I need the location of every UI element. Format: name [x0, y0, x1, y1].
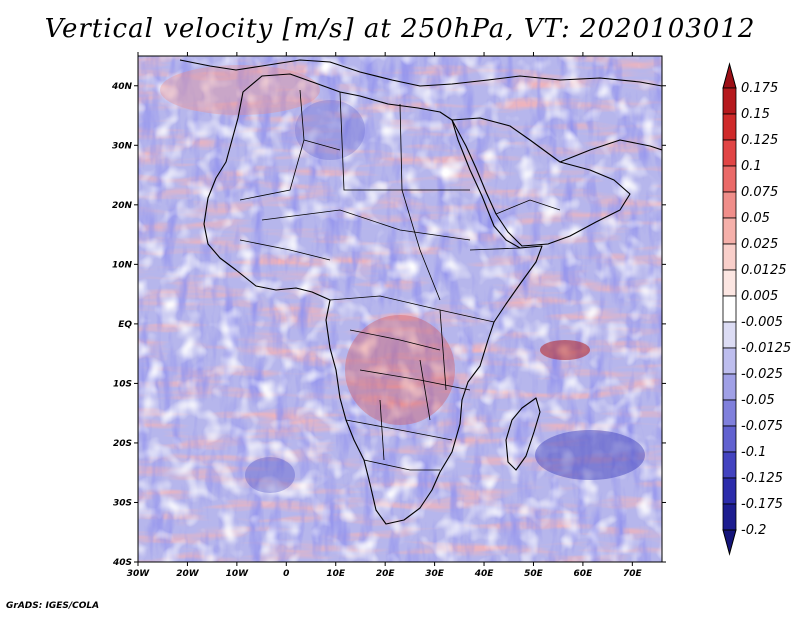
lon-tick-label: 50E	[524, 569, 544, 579]
colorbar-label: -0.005	[741, 315, 783, 330]
africa-coastline	[203, 73, 543, 525]
lat-tick-label: 10S	[113, 379, 132, 389]
lat-tick-label: 20S	[113, 439, 132, 449]
colorbar-label: -0.1	[741, 445, 766, 460]
lat-tick-label: 30N	[112, 141, 133, 151]
lon-tick-label: 60E	[574, 569, 594, 579]
colorbar-swatch	[722, 217, 737, 245]
lat-tick-label: 30S	[113, 498, 132, 508]
colorbar-swatch	[722, 139, 737, 167]
lon-tick-label: 20E	[376, 569, 396, 579]
colorbar-swatch	[722, 165, 737, 193]
colorbar-label: 0.125	[741, 133, 778, 148]
colorbar-label: 0.0125	[741, 263, 787, 278]
colorbar-label: 0.025	[741, 237, 778, 252]
colorbar-label: 0.1	[741, 159, 762, 174]
lon-tick-label: 20W	[176, 569, 200, 579]
colorbar-label: 0.05	[741, 211, 770, 226]
colorbar-label: -0.0125	[741, 341, 791, 356]
colorbar-label: 0.075	[741, 185, 778, 200]
colorbar-label: -0.175	[741, 497, 783, 512]
europe-coastline	[179, 59, 662, 87]
colorbar-label: -0.075	[741, 419, 783, 434]
colorbar-swatch	[722, 477, 737, 505]
persia-coastline	[559, 139, 662, 163]
colorbar-label: 0.005	[741, 289, 778, 304]
colorbar-swatch	[722, 373, 737, 401]
map-frame	[137, 55, 663, 563]
colorbar-label: 0.175	[741, 81, 778, 96]
colorbar-swatch	[722, 425, 737, 453]
colorbar-swatch	[722, 451, 737, 479]
colorbar: 0.175 0.15 0.125 0.1 0.075 0.05 0.025 0.0125 0.0…	[722, 62, 791, 556]
colorbar-label: -0.2	[741, 523, 766, 538]
colorbar-swatch	[722, 113, 737, 141]
lat-tick-label: 40S	[112, 558, 132, 568]
colorbar-swatch	[722, 347, 737, 375]
lat-tick-label: 10N	[112, 260, 133, 270]
colorbar-label: 0.15	[741, 107, 770, 122]
colorbar-swatch	[722, 399, 737, 427]
colorbar-swatch	[722, 191, 737, 219]
colorbar-swatch	[722, 243, 737, 271]
grads-credit: GrADS: IGES/COLA	[6, 601, 100, 611]
vertical-velocity-field	[138, 56, 662, 562]
lon-tick-label: 40E	[474, 569, 495, 579]
lon-tick-label: 0	[283, 569, 289, 579]
colorbar-top-arrow	[722, 62, 737, 89]
colorbar-swatch	[722, 87, 737, 115]
coastlines	[179, 59, 662, 525]
chart-title: Vertical velocity [m/s] at 250hPa, VT: 2…	[44, 14, 756, 44]
lon-tick-label: 10W	[226, 569, 250, 579]
lon-tick-label: 70E	[623, 569, 643, 579]
lon-tick-label: 30W	[127, 569, 151, 579]
colorbar-swatch	[722, 295, 737, 323]
arabia-coastline	[451, 117, 631, 247]
colorbar-label: -0.025	[741, 367, 783, 382]
colorbar-swatch	[722, 503, 737, 531]
colorbar-label: -0.125	[741, 471, 783, 486]
lat-tick-label: EQ	[118, 320, 132, 330]
lat-tick-label: 20N	[112, 201, 133, 211]
colorbar-swatch	[722, 269, 737, 297]
lat-tick-label: 40N	[111, 82, 133, 92]
colorbar-bottom-arrow	[722, 529, 737, 556]
lon-tick-label: 30E	[425, 569, 445, 579]
country-borders	[239, 89, 561, 471]
madagascar-coastline	[505, 397, 541, 471]
colorbar-label: -0.05	[741, 393, 775, 408]
colorbar-swatch	[722, 321, 737, 349]
lon-tick-label: 10E	[326, 569, 346, 579]
